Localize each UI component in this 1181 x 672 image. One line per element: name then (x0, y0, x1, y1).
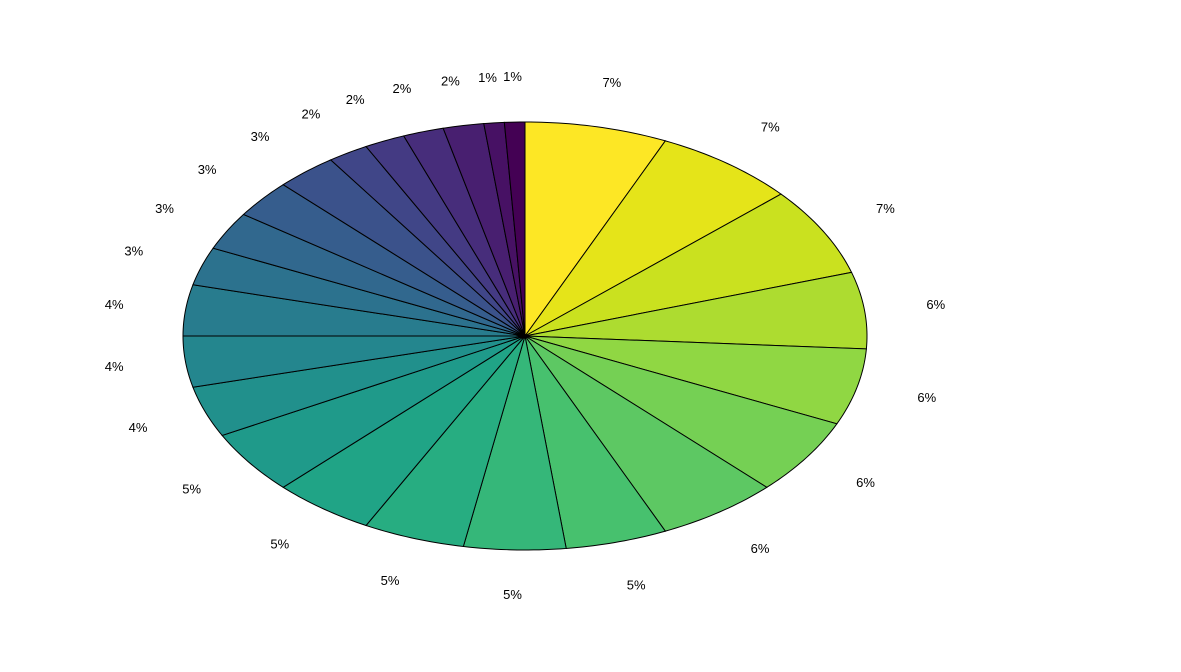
slice-label: 1% (503, 69, 522, 84)
slice-label: 2% (441, 73, 460, 88)
pie-slice (365, 335, 526, 548)
slice-label: 2% (302, 106, 321, 121)
slice-label: 4% (105, 359, 124, 374)
pie-slice (365, 135, 526, 337)
pie-slice (524, 140, 782, 337)
slice-label: 5% (627, 577, 646, 592)
pie-slice (442, 123, 526, 337)
pie-slice (212, 213, 526, 337)
pie-slice (282, 335, 526, 527)
pie-slice (192, 335, 526, 437)
slice-label: 6% (751, 541, 770, 556)
pie-slice (221, 335, 526, 488)
pie-slice (524, 335, 867, 425)
slice-label: 7% (761, 119, 780, 134)
pie-slice (524, 271, 868, 350)
pie-slice (524, 335, 838, 488)
slice-label: 1% (478, 70, 497, 85)
pie-slice (524, 121, 667, 338)
slice-label: 3% (155, 201, 174, 216)
pie-slice (282, 159, 526, 337)
slice-label: 6% (926, 297, 945, 312)
slice-label: 2% (346, 92, 365, 107)
pie-slice (524, 193, 853, 337)
pie-slice (329, 145, 526, 337)
pie-slice (192, 247, 526, 337)
pie-slice (182, 335, 526, 388)
slice-label: 7% (602, 75, 621, 90)
slice-label: 5% (270, 537, 289, 552)
pie-slice (524, 335, 667, 549)
pie-slice (402, 127, 526, 337)
slice-label: 4% (129, 420, 148, 435)
slice-label: 7% (876, 201, 895, 216)
slice-label: 3% (251, 129, 270, 144)
pie-slice (242, 184, 526, 337)
pie-slice (462, 335, 567, 551)
slice-label: 5% (182, 481, 201, 496)
slice-label: 5% (503, 587, 522, 602)
pie-slice (503, 121, 526, 337)
slice-label: 6% (917, 390, 936, 405)
slice-label: 5% (381, 573, 400, 588)
pie-slice (524, 335, 768, 532)
slice-label: 3% (124, 244, 143, 259)
slice-label: 4% (105, 297, 124, 312)
slice-label: 3% (198, 162, 217, 177)
slice-label: 2% (392, 81, 411, 96)
slice-label: 6% (856, 475, 875, 490)
